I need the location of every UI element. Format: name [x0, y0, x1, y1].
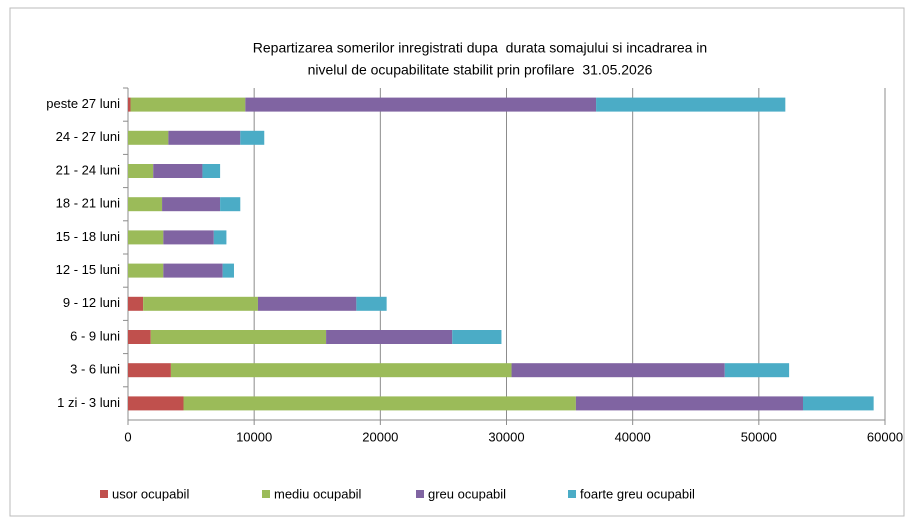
y-tick-label: 12 - 15 luni	[56, 262, 120, 277]
chart-title: Repartizarea somerilor inregistrati dupa…	[253, 40, 707, 56]
bar-segment	[213, 230, 227, 245]
y-tick-label: 1 zi - 3 luni	[57, 395, 120, 410]
bar-segment	[802, 396, 874, 411]
bar-segment	[162, 197, 221, 212]
bar-segment	[245, 97, 597, 112]
x-tick-label: 60000	[867, 429, 903, 444]
bar-segment	[128, 197, 163, 212]
bar-segment	[222, 263, 234, 278]
bar-segment	[240, 130, 265, 145]
bar-segment	[143, 296, 258, 311]
bar-segment	[511, 363, 725, 378]
bar-segment	[130, 97, 246, 112]
bar-segment	[596, 97, 786, 112]
bar-segment	[220, 197, 241, 212]
bar-segment	[128, 396, 184, 411]
x-tick-label: 0	[124, 429, 131, 444]
y-tick-label: 3 - 6 luni	[70, 362, 120, 377]
legend-swatch	[262, 490, 270, 498]
bar-segment	[170, 363, 512, 378]
bar-segment	[128, 97, 131, 112]
bar-segment	[163, 263, 223, 278]
bar-segment	[128, 230, 164, 245]
bar-segment	[168, 130, 241, 145]
bar-segment	[128, 296, 144, 311]
x-tick-label: 30000	[488, 429, 524, 444]
y-tick-label: 24 - 27 luni	[56, 129, 120, 144]
bar-segment	[183, 396, 576, 411]
legend-label: greu ocupabil	[428, 486, 506, 501]
bar-segment	[128, 130, 169, 145]
bar-segment	[128, 330, 151, 344]
bar-segment	[150, 330, 327, 344]
bar-segment	[452, 330, 502, 344]
x-tick-label: 20000	[362, 429, 398, 444]
x-tick-label: 10000	[236, 429, 272, 444]
legend-swatch	[568, 490, 576, 498]
legend-swatch	[416, 490, 424, 498]
x-tick-label: 50000	[741, 429, 777, 444]
bar-segment	[575, 396, 803, 411]
chart-title: nivelul de ocupabilitate stabilit prin p…	[308, 62, 653, 78]
y-tick-label: 6 - 9 luni	[70, 328, 120, 343]
bar-segment	[128, 164, 154, 178]
legend-label: usor ocupabil	[112, 486, 189, 501]
y-tick-label: 9 - 12 luni	[63, 295, 120, 310]
chart-frame	[9, 7, 905, 517]
legend-label: foarte greu ocupabil	[580, 486, 695, 501]
bar-segment	[128, 263, 164, 278]
legend-label: mediu ocupabil	[274, 486, 362, 501]
bar-segment	[163, 230, 214, 245]
legend-swatch	[100, 490, 108, 498]
bar-segment	[128, 363, 171, 378]
y-tick-label: 15 - 18 luni	[56, 229, 120, 244]
x-tick-label: 40000	[615, 429, 651, 444]
y-tick-label: peste 27 luni	[46, 96, 120, 111]
bar-segment	[257, 296, 357, 311]
bar-segment	[326, 330, 453, 344]
bar-segment	[724, 363, 790, 378]
y-tick-label: 21 - 24 luni	[56, 162, 120, 177]
y-tick-label: 18 - 21 luni	[56, 196, 120, 211]
bar-segment	[202, 164, 221, 178]
bar-segment	[153, 164, 203, 178]
bar-segment	[356, 296, 387, 311]
